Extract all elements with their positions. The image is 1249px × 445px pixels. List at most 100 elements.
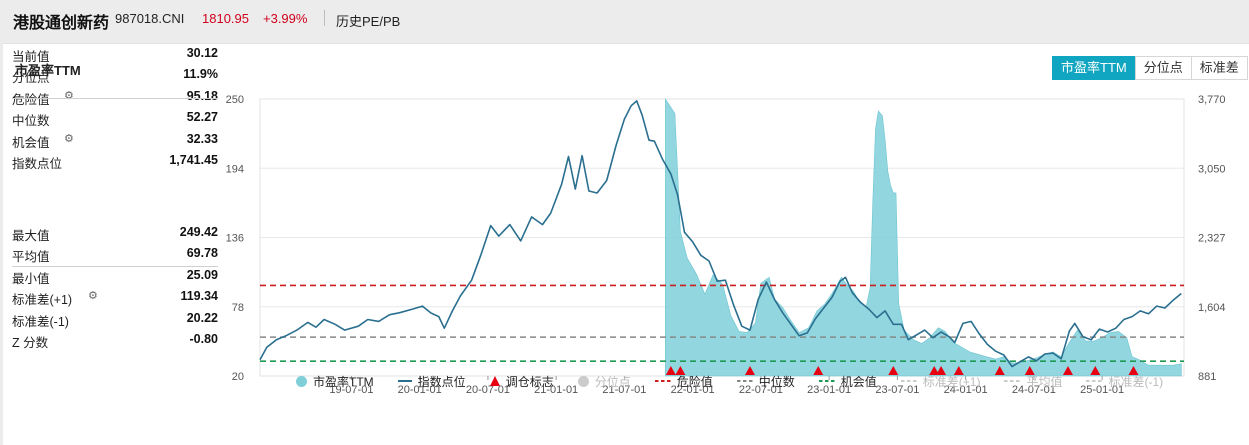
rebalance-marker	[1128, 366, 1139, 375]
rebalance-marker	[1024, 366, 1035, 375]
index-price: 1810.95	[202, 11, 249, 26]
tab-std-dev[interactable]: 标准差	[1190, 56, 1248, 80]
legend-item[interactable]: 平均值	[1004, 373, 1062, 390]
dash-icon	[1086, 380, 1103, 382]
x-tick-label: 25-01-01	[1080, 384, 1124, 396]
y-left-tick-label: 250	[226, 94, 244, 106]
legend-label: 标准差(+1)	[922, 374, 981, 389]
stat-value: 69.78	[186, 246, 218, 261]
stats-divider	[12, 98, 218, 99]
dash-icon	[736, 380, 753, 382]
stat-row: Z 分数 -0.80	[12, 329, 218, 350]
x-tick-label: 21-07-01	[602, 384, 646, 396]
legend-label: 调仓标志	[505, 374, 554, 389]
legend-item[interactable]: 指数点位	[397, 373, 466, 390]
top-bar: 港股通创新药 987018.CNI 1810.95 +3.99% 历史PE/PB	[0, 0, 1249, 40]
stat-value: 11.9%	[183, 67, 218, 82]
legend-item[interactable]: 调仓标志	[489, 373, 554, 390]
x-tick-label: 23-07-01	[875, 384, 919, 396]
y-right-tick-label: 3,050	[1198, 163, 1226, 175]
line-icon	[397, 380, 412, 382]
legend-label: 中位数	[758, 374, 795, 389]
y-right-tick-label: 2,327	[1198, 233, 1226, 245]
rebalance-marker	[675, 366, 686, 375]
circle-icon	[296, 375, 307, 387]
rebalance-marker	[1090, 366, 1101, 375]
stat-row: 平均值 69.78	[12, 243, 218, 264]
stat-value: 32.33	[186, 131, 218, 146]
gear-icon[interactable]: ⚙	[88, 290, 98, 303]
y-left-tick-label: 136	[226, 233, 244, 245]
x-tick-label: 24-07-01	[1012, 384, 1056, 396]
stat-row: 最大值 249.42	[12, 222, 218, 243]
legend-item[interactable]: 标准差(+1)	[900, 373, 981, 390]
stat-row: 当前值 30.12	[12, 43, 218, 64]
legend-label: 市盈率TTM	[313, 374, 374, 389]
rebalance-marker	[744, 366, 755, 375]
stat-label: 标准差(-1)	[12, 314, 69, 329]
x-tick-label: 23-01-01	[807, 384, 851, 396]
stat-row: 分位点 11.9%	[12, 64, 218, 85]
stat-row: 中位数 52.27	[12, 107, 218, 128]
index-code: 987018.CNI	[115, 11, 185, 26]
stat-value: 249.42	[179, 225, 218, 239]
legend-label: 机会值	[840, 374, 877, 389]
y-right-tick-label: 881	[1198, 371, 1216, 383]
x-tick-label: 20-07-01	[466, 384, 510, 396]
index-line	[259, 100, 1182, 368]
legend-item[interactable]: 危险值	[654, 373, 713, 390]
rebalance-marker	[936, 366, 947, 375]
x-tick-label: 21-01-01	[534, 384, 578, 396]
x-tick-label: 22-01-01	[671, 384, 715, 396]
stat-row: 危险值 ⚙ 95.18	[12, 86, 218, 107]
stat-label: 分位点	[12, 71, 50, 86]
y-right-tick-label: 1,604	[1198, 302, 1226, 314]
stat-row: 机会值 ⚙ 32.33	[12, 129, 218, 150]
stat-value: 119.34	[180, 289, 218, 304]
index-change: +3.99%	[263, 11, 308, 26]
pe-panel: 市盈率TTM 市盈率TTM 分位点 标准差	[3, 43, 1249, 445]
dash-icon	[654, 380, 671, 382]
stat-value: 95.18	[186, 88, 218, 103]
stat-label: 中位数	[12, 114, 50, 129]
stat-label: 最小值	[12, 271, 50, 286]
stat-label: Z 分数	[12, 336, 49, 350]
index-name: 港股通创新药	[13, 15, 110, 32]
legend-label: 分位点	[594, 374, 631, 389]
legend-label: 平均值	[1026, 374, 1063, 389]
gear-icon[interactable]: ⚙	[64, 89, 74, 102]
rebalance-marker	[888, 366, 899, 375]
gear-icon[interactable]: ⚙	[64, 132, 74, 145]
header-divider	[324, 10, 325, 26]
stat-value: 20.22	[186, 310, 218, 325]
chart-legend: 市盈率TTM 指数点位 调仓标志 分位点 危险值 中位数 机会值 标准差(+1) 平均值 标准差(…	[296, 371, 1187, 391]
legend-item[interactable]: 市盈率TTM	[296, 373, 374, 390]
stat-label: 标准差(+1)	[12, 293, 73, 308]
stat-label: 危险值	[12, 92, 50, 107]
tab-pe-ttm[interactable]: 市盈率TTM	[1052, 56, 1136, 80]
pe-ttm-area	[665, 97, 1182, 377]
y-left-tick-label: 194	[226, 163, 244, 175]
rebalance-marker	[929, 366, 940, 375]
stat-label: 平均值	[12, 250, 50, 265]
y-right-tick-label: 3,770	[1198, 94, 1226, 106]
legend-label: 指数点位	[417, 374, 466, 389]
metric-tabs: 市盈率TTM 分位点 标准差	[1052, 56, 1248, 80]
stat-value: 1,741.45	[169, 153, 218, 167]
legend-item[interactable]: 标准差(-1)	[1086, 373, 1163, 390]
stat-value: 52.27	[186, 110, 218, 125]
panel-title: 市盈率TTM	[15, 63, 81, 78]
rebalance-marker	[813, 366, 824, 375]
legend-item[interactable]: 机会值	[818, 373, 877, 390]
stat-value: -0.80	[189, 332, 219, 346]
legend-item[interactable]: 中位数	[736, 373, 795, 390]
legend-item[interactable]: 分位点	[577, 373, 631, 390]
rebalance-marker	[953, 366, 964, 375]
circle-icon	[577, 375, 589, 387]
stat-label: 当前值	[12, 50, 50, 64]
stat-value: 25.09	[186, 267, 218, 282]
stat-row: 指数点位 1,741.45	[12, 150, 218, 171]
stat-label: 最大值	[12, 229, 50, 243]
stat-label: 机会值	[12, 135, 50, 150]
history-pe-pb-link[interactable]: 历史PE/PB	[336, 14, 401, 29]
